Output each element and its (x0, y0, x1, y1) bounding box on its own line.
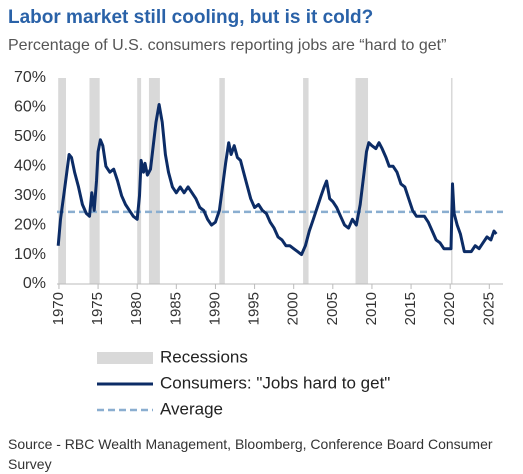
y-tick-label: 40% (14, 158, 46, 175)
x-tick-label: 2010 (363, 292, 380, 325)
recession-band (148, 78, 160, 284)
x-tick-label: 2015 (402, 292, 419, 325)
source-note: Source - RBC Wealth Management, Bloomber… (8, 436, 493, 472)
x-tick-label: 2025 (480, 292, 497, 325)
y-tick-label: 30% (14, 187, 46, 204)
recession-band (89, 78, 100, 284)
y-tick-label: 60% (14, 99, 46, 116)
legend-label: Average (160, 399, 223, 418)
x-tick-label: 1980 (128, 292, 145, 325)
legend-label: Recessions (160, 347, 248, 366)
legend-label: Consumers: "Jobs hard to get" (160, 373, 390, 392)
x-tick-label: 1990 (206, 292, 223, 325)
recession-band (450, 78, 453, 284)
x-tick-label: 1995 (246, 292, 263, 325)
y-tick-label: 20% (14, 216, 46, 233)
x-tick-label: 1970 (50, 292, 67, 325)
y-tick-label: 10% (14, 246, 46, 263)
x-tick-label: 1985 (167, 292, 184, 325)
y-tick-label: 50% (14, 128, 46, 145)
recession-band (303, 78, 309, 284)
legend-swatch (97, 352, 153, 364)
x-tick-label: 2005 (324, 292, 341, 325)
x-tick-label: 1975 (89, 292, 106, 325)
y-tick-label: 70% (14, 69, 46, 86)
x-tick-label: 2020 (441, 292, 458, 325)
series-line (56, 103, 498, 257)
chart-title: Labor market still cooling, but is it co… (8, 7, 373, 28)
recession-band (58, 78, 66, 284)
y-tick-label: 0% (23, 275, 46, 292)
chart-subtitle: Percentage of U.S. consumers reporting j… (8, 37, 446, 54)
x-tick-label: 2000 (285, 292, 302, 325)
chart: Labor market still cooling, but is it co… (8, 7, 503, 418)
